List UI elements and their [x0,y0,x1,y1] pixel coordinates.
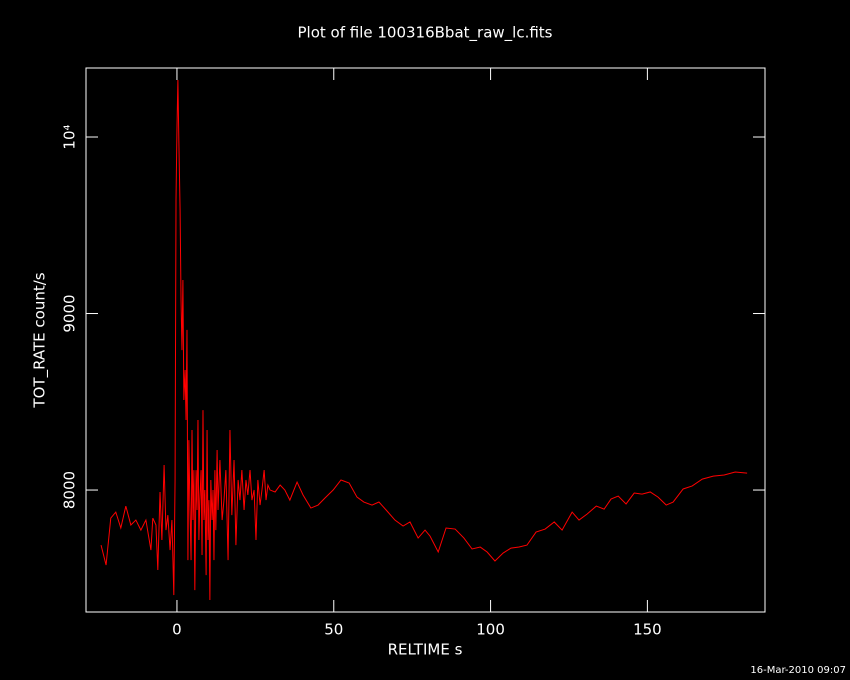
y-tick-label: 10⁴ [61,124,79,149]
x-axis-label: RELTIME s [388,641,463,659]
y-tick-label: 8000 [61,471,79,509]
x-tick-label: 0 [172,621,182,639]
plot-frame [85,67,766,613]
x-tick-label: 150 [633,621,662,639]
chart-title: Plot of file 100316Bbat_raw_lc.fits [298,24,553,43]
footer-timestamp: 16-Mar-2010 09:07 [750,665,846,676]
x-tick-label: 50 [324,621,343,639]
x-tick-label: 100 [476,621,505,639]
data-line [100,79,748,601]
y-axis-label: TOT_RATE count/s [31,272,50,408]
y-tick-label: 9000 [61,294,79,332]
